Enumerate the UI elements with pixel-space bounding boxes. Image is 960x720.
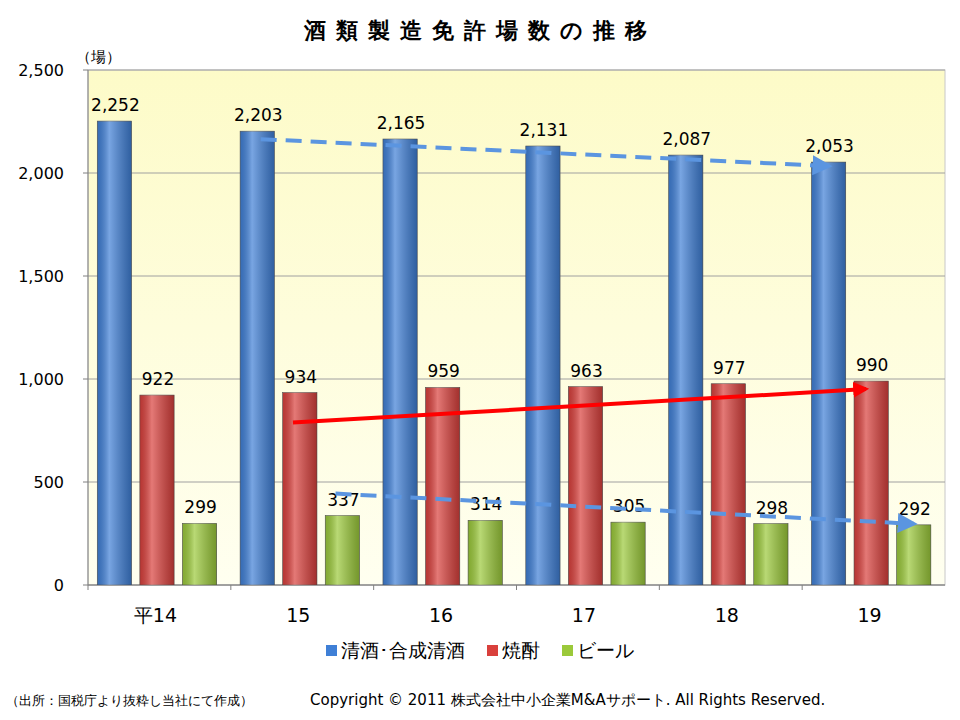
bar: [854, 381, 888, 585]
bar-shine: [140, 395, 174, 585]
y-tick-label: 2,500: [18, 61, 64, 80]
x-tick-label: 17: [572, 604, 596, 626]
bar: [897, 525, 931, 585]
data-labels: 2,252 2,203 2,165 2,131 2,087 2,053 922 934 959 9…: [91, 95, 931, 519]
data-label: 922: [142, 369, 174, 389]
bar-shine: [611, 522, 645, 585]
bar-shine: [854, 381, 888, 585]
bar: [182, 523, 216, 585]
legend: 清酒･合成清酒 焼酎 ビール: [326, 639, 634, 661]
x-tick-mark: [373, 585, 374, 590]
plot-area: [88, 70, 945, 585]
bar: [140, 395, 174, 585]
data-label: 990: [856, 355, 888, 375]
legend-swatch: [487, 645, 498, 656]
tick-mark: [83, 70, 88, 71]
source-note: （出所：国税庁より抜粋し当社にて作成）: [6, 693, 253, 708]
bar: [468, 520, 502, 585]
legend-label: 焼酎: [502, 639, 540, 661]
legend-label: 清酒･合成清酒: [341, 639, 465, 661]
data-label: 959: [427, 361, 459, 381]
bar: [97, 121, 131, 585]
bar-shine: [669, 155, 703, 585]
bar-shine: [240, 131, 274, 585]
bar-shine: [97, 121, 131, 585]
bar-shine: [325, 516, 359, 585]
data-label: 934: [285, 367, 317, 387]
trend-arrow: [261, 139, 829, 166]
bar: [426, 387, 460, 585]
tick-mark: [83, 482, 88, 483]
bar: [611, 522, 645, 585]
y-tick-label: 2,000: [18, 164, 64, 183]
x-tick-label: 16: [429, 604, 453, 626]
bar: [240, 131, 274, 585]
data-label: 292: [898, 499, 930, 519]
tick-mark: [83, 585, 88, 586]
bar-shine: [897, 525, 931, 585]
data-label: 977: [713, 358, 745, 378]
x-tick-label: 15: [286, 604, 310, 626]
y-axis-line: [88, 70, 89, 585]
y-tick-label: 1,500: [18, 267, 64, 286]
x-tick-mark: [802, 585, 803, 590]
bar-shine: [754, 524, 788, 585]
legend-label: ビール: [577, 639, 634, 661]
bars: [97, 121, 931, 585]
x-tick-mark: [516, 585, 517, 590]
bar: [526, 146, 560, 585]
trend-arrows: [261, 139, 914, 524]
x-tick-label: 19: [857, 604, 881, 626]
grid-line: [88, 70, 945, 71]
tick-mark: [83, 173, 88, 174]
data-label: 2,131: [520, 120, 569, 140]
bar-shine: [468, 520, 502, 585]
data-label: 2,165: [377, 113, 426, 133]
bar: [383, 139, 417, 585]
bar-shine: [426, 387, 460, 585]
y-tick-label: 0: [54, 576, 64, 595]
data-label: 314: [470, 494, 502, 514]
legend-swatch: [562, 645, 573, 656]
x-tick-label: 平14: [134, 604, 177, 626]
chart: 酒類製造免許場数の推移 （場） 0 500 1,000 1,500 2,000 2,500 2,…: [0, 0, 960, 720]
bar-shine: [182, 523, 216, 585]
tick-mark: [83, 379, 88, 380]
bar: [669, 155, 703, 585]
x-tick-mark: [230, 585, 231, 590]
x-tick-label: 18: [715, 604, 739, 626]
bar: [754, 524, 788, 585]
data-label: 299: [184, 497, 216, 517]
copyright: Copyright © 2011 株式会社中小企業M&Aサポート. All Ri…: [310, 691, 825, 709]
x-tick-mark: [659, 585, 660, 590]
trend-arrow: [336, 494, 914, 524]
data-label: 2,203: [234, 105, 283, 125]
bar-shine: [568, 387, 602, 585]
bar: [568, 387, 602, 585]
y-axis-label: （場）: [76, 48, 121, 66]
y-tick-label: 1,000: [18, 370, 64, 389]
data-label: 963: [570, 361, 602, 381]
bar: [711, 384, 745, 585]
bar: [325, 516, 359, 585]
title: 酒類製造免許場数の推移: [303, 18, 657, 43]
data-label: 2,252: [91, 95, 140, 115]
trend-arrow: [293, 389, 866, 423]
tick-mark: [83, 276, 88, 277]
bar-shine: [711, 384, 745, 585]
y-tick-label: 500: [33, 473, 64, 492]
bar-shine: [383, 139, 417, 585]
data-label: 2,087: [662, 129, 711, 149]
bar-shine: [526, 146, 560, 585]
x-tick-mark: [88, 585, 89, 590]
legend-swatch: [326, 645, 337, 656]
chart-root: 酒類製造免許場数の推移 （場） 0 500 1,000 1,500 2,000 2,500 2,…: [0, 0, 960, 720]
data-label: 305: [613, 496, 645, 516]
data-label: 2,053: [805, 136, 854, 156]
